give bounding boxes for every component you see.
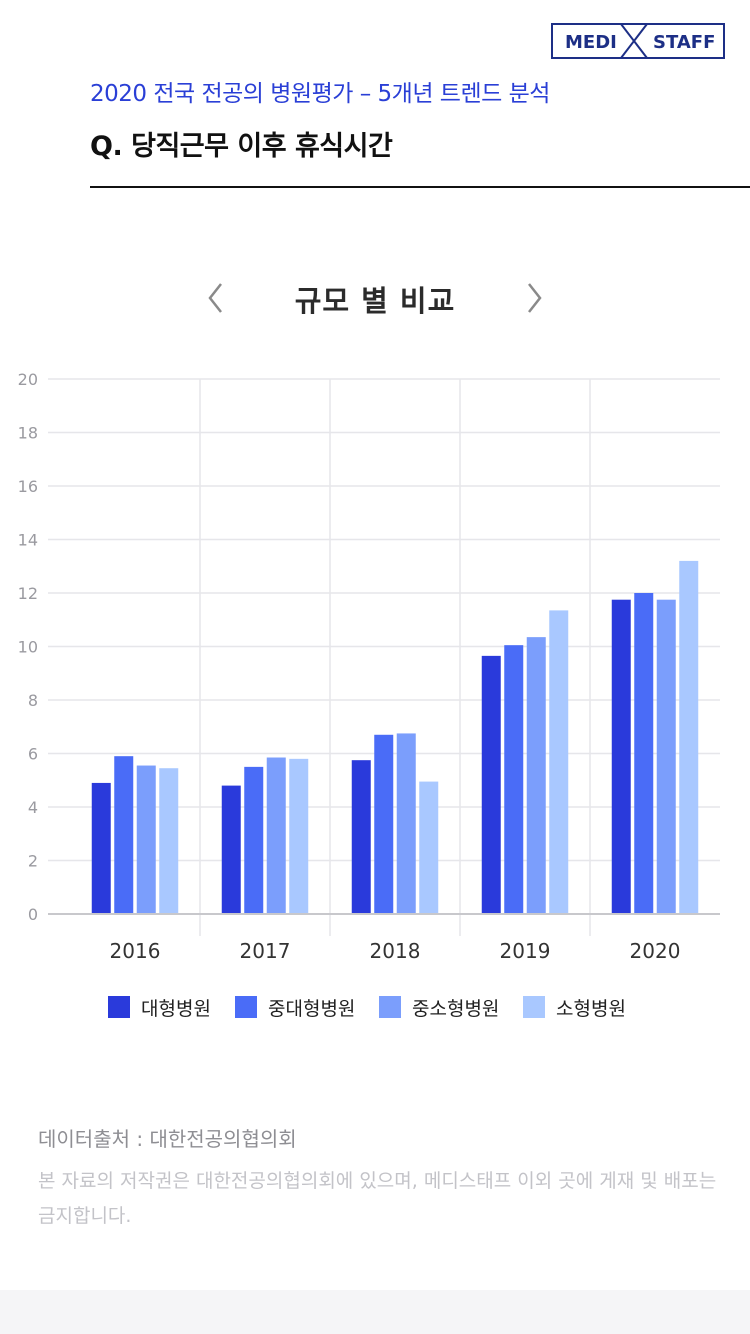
bar [114, 756, 134, 914]
bar [419, 781, 439, 914]
chart-title: 규모 별 비교 [294, 284, 456, 318]
next-chart-button[interactable] [515, 278, 555, 318]
bar [504, 645, 524, 914]
legend-swatch [108, 996, 130, 1018]
bar [374, 734, 394, 914]
chevron-left-icon [208, 283, 222, 313]
y-tick-label: 4 [28, 798, 38, 817]
logo-right-text: STAFF [653, 32, 715, 53]
legend-label: 소형병원 [556, 997, 626, 1020]
footer-band [0, 1290, 750, 1334]
data-source: 데이터출처 : 대한전공의협의회 [38, 1127, 297, 1151]
y-tick-label: 10 [18, 638, 38, 657]
legend-item: 대형병원 [108, 992, 211, 1022]
bar [289, 758, 309, 914]
question-title: Q. 당직근무 이후 휴식시간 [90, 131, 393, 162]
y-tick-label: 8 [28, 691, 38, 710]
y-tick-label: 16 [18, 477, 38, 496]
legend-item: 소형병원 [523, 992, 626, 1022]
legend-item: 중소형병원 [379, 992, 499, 1022]
bar [244, 766, 264, 914]
medistaff-logo: MEDI STAFF [551, 23, 725, 59]
header-divider [90, 186, 750, 188]
chart-legend: 대형병원 중대형병원 중소형병원 소형병원 [0, 992, 750, 1022]
y-tick-label: 0 [28, 905, 38, 924]
y-tick-label: 6 [28, 745, 38, 764]
y-tick-label: 12 [18, 584, 38, 603]
bar [656, 599, 676, 914]
logo-left-text: MEDI [565, 32, 617, 53]
bar [159, 768, 179, 914]
bar [396, 733, 416, 914]
x-tick-label: 2020 [630, 939, 681, 960]
bar-chart: 0 2 4 6 8 10 12 14 16 18 20 2016 2017 2018 2019 2020 [18, 370, 720, 960]
prev-chart-button[interactable] [197, 278, 237, 318]
legend-swatch [523, 996, 545, 1018]
y-tick-label: 14 [18, 531, 38, 550]
legend-label: 중대형병원 [268, 997, 356, 1020]
x-tick-label: 2019 [500, 939, 551, 960]
bar [351, 760, 371, 914]
bar [481, 655, 501, 914]
legend-swatch [235, 996, 257, 1018]
report-subtitle: 2020 전국 전공의 병원평가 – 5개년 트렌드 분석 [90, 81, 550, 107]
bar [136, 765, 156, 914]
legend-item: 중대형병원 [235, 992, 355, 1022]
chevron-right-icon [528, 283, 542, 313]
y-tick-label: 20 [18, 370, 38, 389]
y-tick-label: 2 [28, 852, 38, 871]
bar [611, 599, 631, 914]
x-tick-label: 2016 [110, 939, 161, 960]
bar [634, 593, 654, 914]
bar [266, 757, 286, 914]
x-tick-label: 2018 [370, 939, 421, 960]
bar [526, 637, 546, 914]
x-tick-label: 2017 [240, 939, 291, 960]
y-tick-label: 18 [18, 424, 38, 443]
bar [679, 560, 699, 914]
copyright-notice: 본 자료의 저작권은 대한전공의협의회에 있으며, 메디스태프 이외 곳에 게재… [38, 1170, 717, 1227]
bar [221, 785, 241, 914]
legend-label: 대형병원 [141, 997, 211, 1020]
legend-label: 중소형병원 [412, 997, 500, 1020]
bar [91, 782, 111, 914]
bar [549, 610, 569, 914]
legend-swatch [379, 996, 401, 1018]
